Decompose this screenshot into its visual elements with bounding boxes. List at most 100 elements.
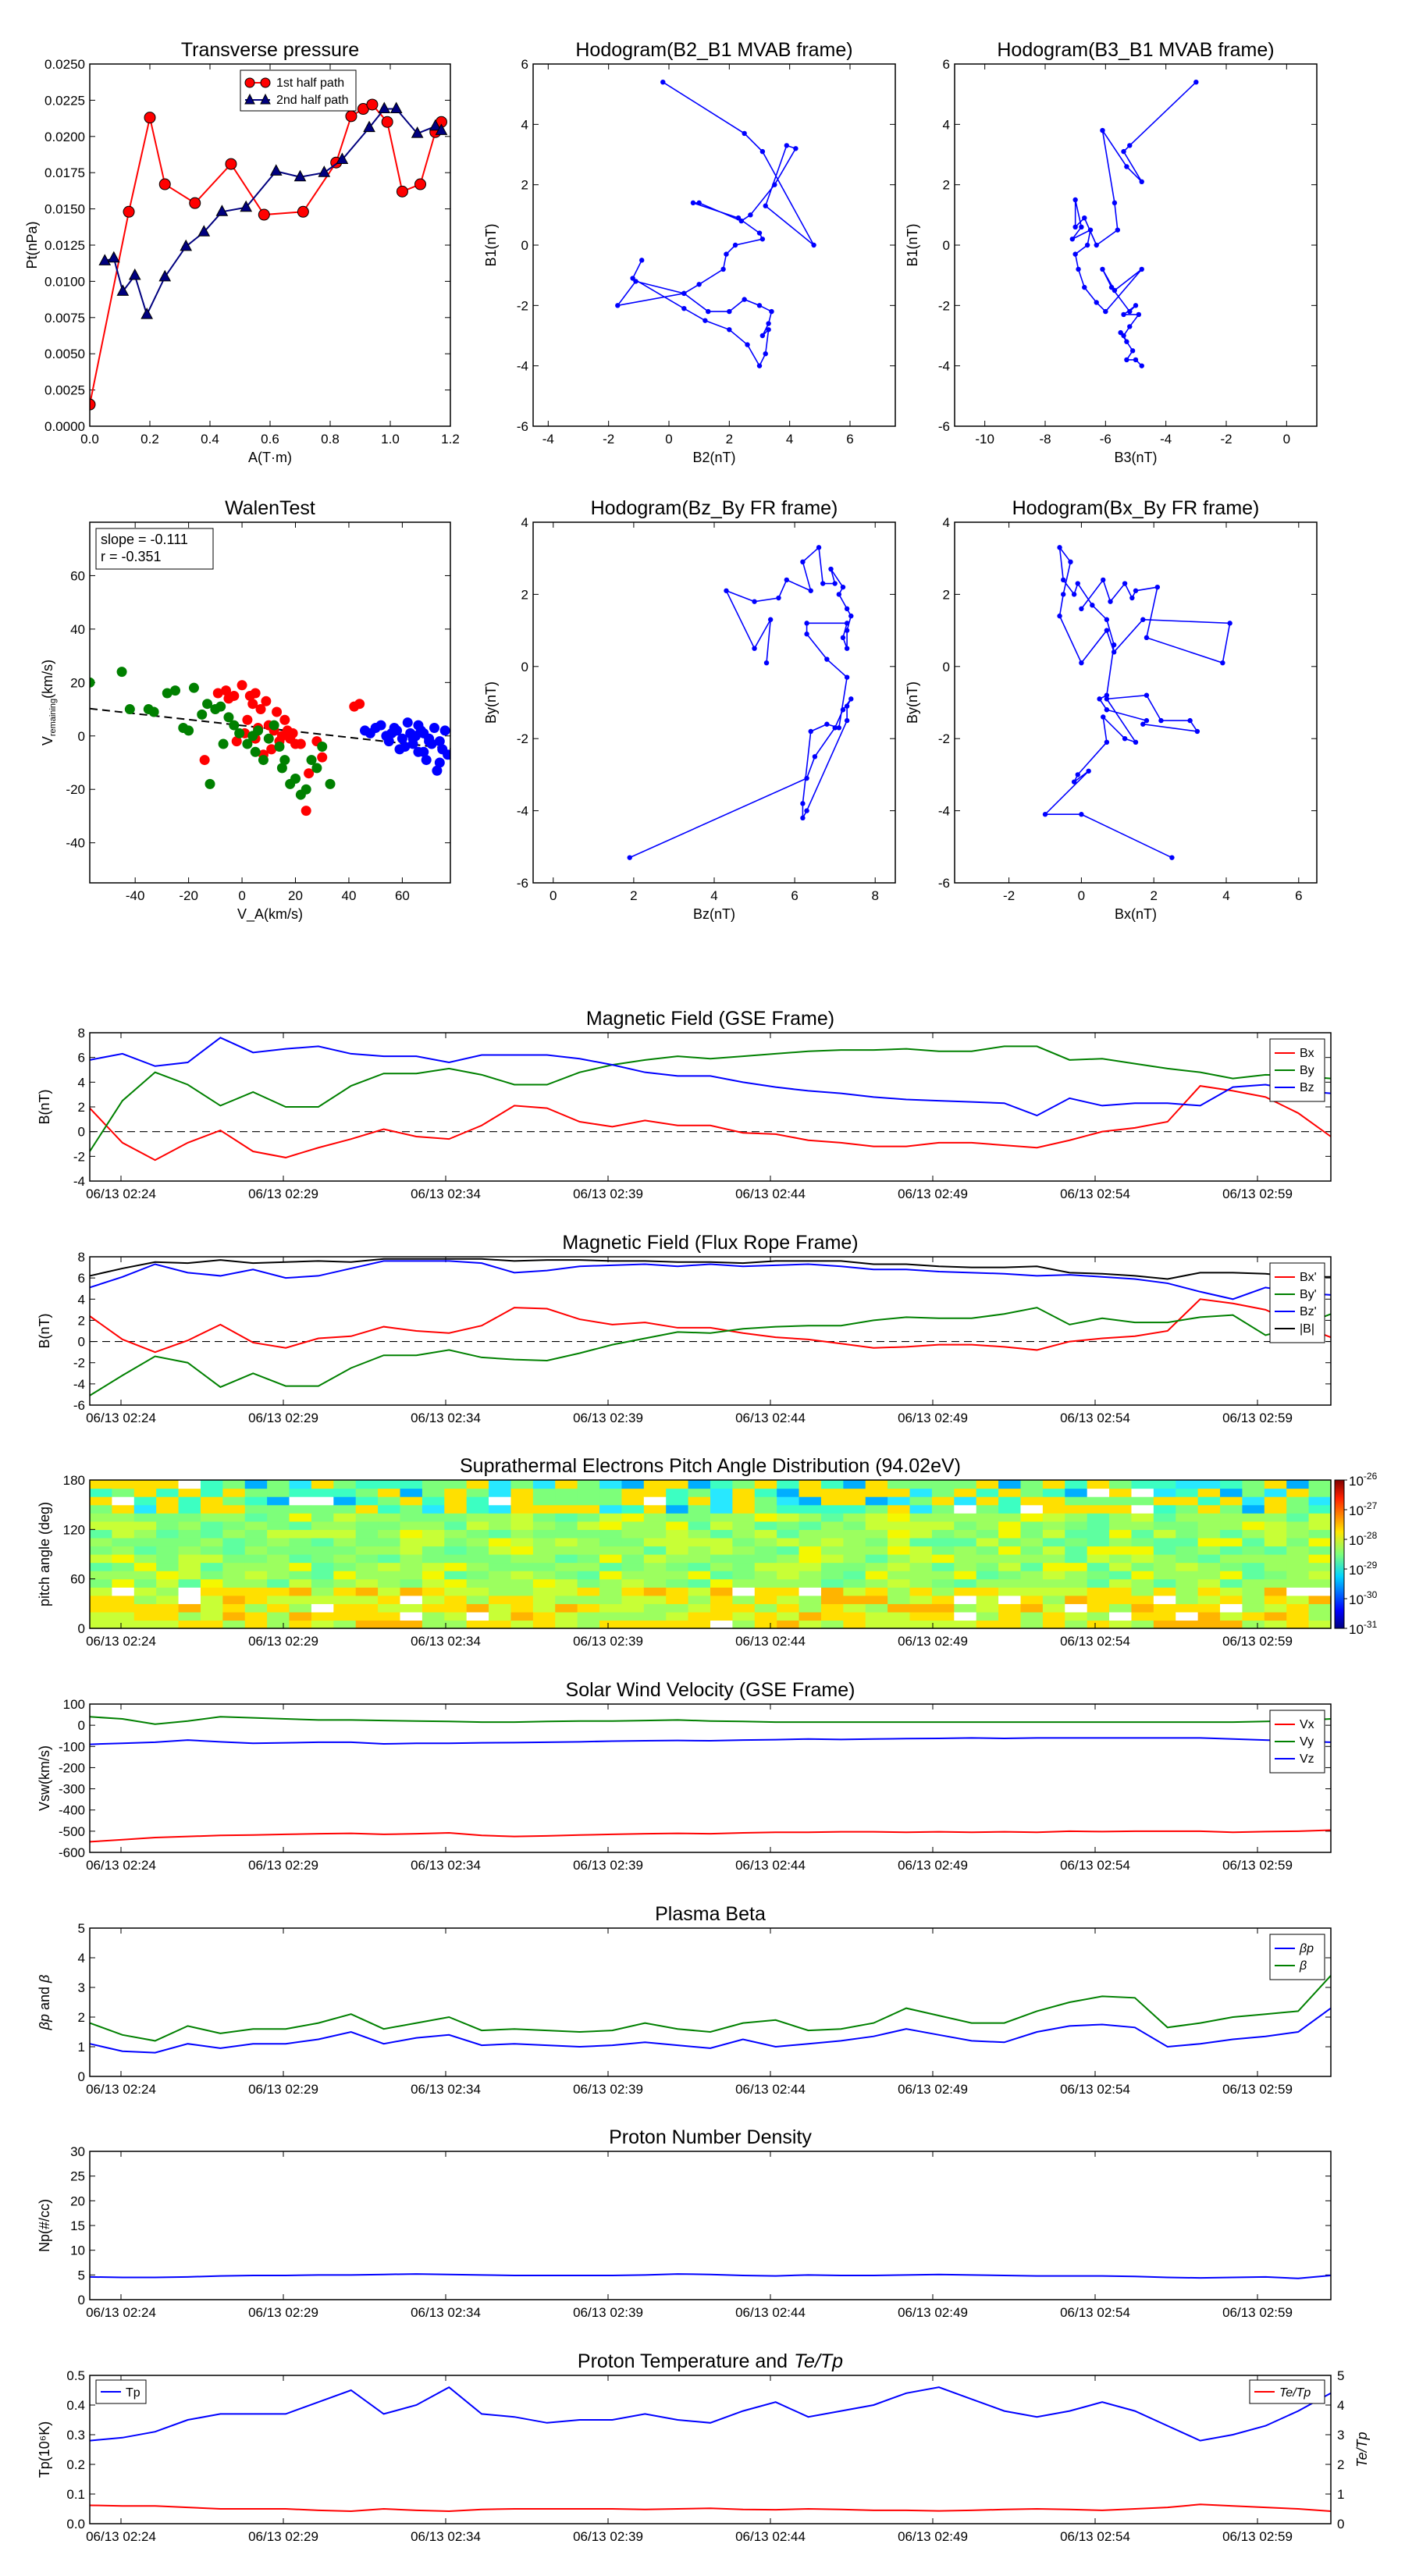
heatmap-cell bbox=[754, 1611, 777, 1621]
heatmap-cell bbox=[510, 1571, 534, 1580]
heatmap-cell bbox=[666, 1488, 689, 1497]
heatmap-cell bbox=[200, 1521, 223, 1530]
heatmap-cell bbox=[909, 1578, 933, 1588]
heatmap-cell bbox=[333, 1620, 357, 1629]
heatmap-cell bbox=[532, 1571, 556, 1580]
heatmap-cell bbox=[998, 1537, 1022, 1547]
data-point bbox=[1108, 599, 1113, 604]
data-point bbox=[434, 736, 445, 747]
heatmap-cell bbox=[112, 1513, 135, 1522]
heatmap-cell bbox=[599, 1504, 623, 1514]
y-tick-label: 1 bbox=[78, 2040, 85, 2055]
heatmap-cell bbox=[178, 1554, 201, 1564]
heatmap-cell bbox=[1264, 1513, 1287, 1522]
heatmap-cell bbox=[222, 1620, 246, 1629]
chart-bgse: Magnetic Field (GSE Frame)06/13 02:24 06/… bbox=[37, 1008, 1332, 1201]
heatmap-cell bbox=[820, 1521, 844, 1530]
heatmap-cell bbox=[1042, 1529, 1065, 1539]
heatmap-cell bbox=[489, 1571, 512, 1580]
data-point bbox=[1104, 696, 1110, 702]
plot-frame bbox=[89, 521, 451, 884]
colorbar-exp: -29 bbox=[1364, 1560, 1378, 1571]
heatmap-cell bbox=[400, 1554, 423, 1564]
heatmap-cell bbox=[489, 1603, 512, 1613]
y-tick-label: 15 bbox=[70, 2218, 85, 2233]
chart-title: Magnetic Field (Flux Rope Frame) bbox=[562, 1232, 858, 1254]
y-tick-label: -2 bbox=[938, 298, 950, 313]
heatmap-cell bbox=[222, 1496, 246, 1506]
x-tick-label: 40 bbox=[341, 888, 356, 903]
heatmap-cell bbox=[444, 1562, 468, 1571]
x-tick-label: 06/13 02:34 bbox=[411, 1634, 481, 1649]
data-point bbox=[696, 282, 702, 287]
series-line-|B| bbox=[89, 1258, 1331, 1280]
data-point bbox=[1069, 237, 1076, 242]
heatmap-cell bbox=[133, 1513, 157, 1522]
y-tick-label: 6 bbox=[943, 57, 950, 72]
data-point bbox=[429, 723, 439, 734]
heatmap-cell bbox=[1065, 1480, 1088, 1489]
y2-tick-label: 3 bbox=[1337, 2428, 1344, 2443]
heatmap-cell bbox=[909, 1529, 933, 1539]
heatmap-cell bbox=[1131, 1537, 1154, 1547]
data-point bbox=[1144, 635, 1150, 641]
heatmap-cell bbox=[931, 1504, 955, 1514]
heatmap-cell bbox=[289, 1496, 312, 1506]
heatmap-cell bbox=[732, 1480, 756, 1489]
x-tick-label: 06/13 02:54 bbox=[1060, 1411, 1130, 1425]
heatmap-cell bbox=[1264, 1578, 1287, 1588]
heatmap-cell bbox=[1042, 1537, 1065, 1547]
heatmap-cell bbox=[710, 1513, 733, 1522]
heatmap-cell bbox=[976, 1571, 999, 1580]
heatmap-cell bbox=[710, 1595, 733, 1604]
heatmap-cell bbox=[799, 1480, 822, 1489]
heatmap-cell bbox=[777, 1595, 800, 1604]
heatmap-cell bbox=[688, 1504, 711, 1514]
data-point bbox=[98, 254, 112, 265]
heatmap-cell bbox=[976, 1504, 999, 1514]
heatmap-cell bbox=[887, 1496, 911, 1506]
heatmap-cell bbox=[820, 1480, 844, 1489]
heatmap-cell bbox=[422, 1587, 445, 1596]
heatmap-cell bbox=[1042, 1554, 1065, 1564]
heatmap-cell bbox=[688, 1620, 711, 1629]
heatmap-cell bbox=[931, 1554, 955, 1564]
heatmap-cell bbox=[998, 1578, 1022, 1588]
data-point bbox=[784, 577, 789, 583]
heatmap-cell bbox=[1242, 1480, 1265, 1489]
heatmap-cell bbox=[1220, 1513, 1243, 1522]
heatmap-cell bbox=[333, 1554, 357, 1564]
heatmap-cell bbox=[976, 1611, 999, 1621]
heatmap-cell bbox=[599, 1529, 623, 1539]
x-tick-label: 06/13 02:29 bbox=[248, 1858, 318, 1873]
heatmap-cell bbox=[1065, 1554, 1088, 1564]
y-tick-label: 6 bbox=[78, 1271, 85, 1286]
data-point bbox=[1087, 227, 1094, 233]
data-point bbox=[844, 606, 850, 612]
heatmap-cell bbox=[289, 1546, 312, 1555]
heatmap-cell bbox=[400, 1537, 423, 1547]
heatmap-cell bbox=[843, 1504, 866, 1514]
heatmap-cell bbox=[444, 1603, 468, 1613]
y-tick-label: 180 bbox=[63, 1473, 85, 1488]
heatmap-cell bbox=[1308, 1480, 1332, 1489]
data-point bbox=[237, 680, 247, 691]
heatmap-cell bbox=[1109, 1529, 1133, 1539]
heatmap-cell bbox=[887, 1537, 911, 1547]
heatmap-cell bbox=[1176, 1620, 1199, 1629]
heatmap-cell bbox=[820, 1578, 844, 1588]
heatmap-cell bbox=[599, 1578, 623, 1588]
heatmap-cell bbox=[311, 1480, 334, 1489]
heatmap-cell bbox=[378, 1587, 401, 1596]
heatmap-cell bbox=[355, 1578, 379, 1588]
heatmap-cell bbox=[444, 1529, 468, 1539]
data-point bbox=[1100, 266, 1105, 272]
y-tick-label: 120 bbox=[63, 1522, 85, 1537]
annotation-text: slope = -0.111 bbox=[101, 532, 188, 547]
heatmap-cell bbox=[156, 1513, 180, 1522]
data-point bbox=[639, 258, 645, 263]
heatmap-cell bbox=[1153, 1496, 1176, 1506]
heatmap-cell bbox=[1197, 1571, 1221, 1580]
heatmap-cell bbox=[599, 1562, 623, 1571]
annotation-text: r = -0.351 bbox=[101, 549, 162, 564]
